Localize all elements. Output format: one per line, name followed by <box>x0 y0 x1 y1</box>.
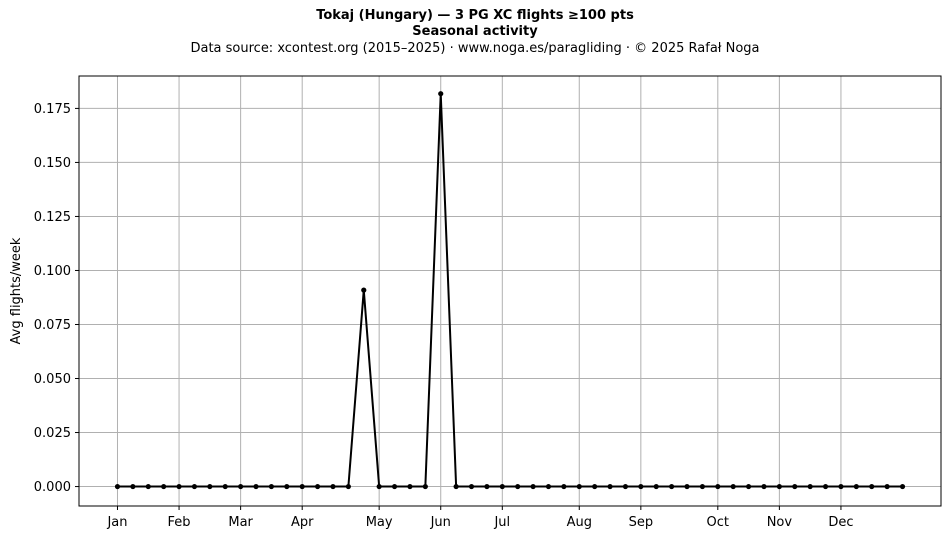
grid-lines <box>79 76 941 506</box>
data-point <box>653 483 659 490</box>
y-tick-label: 0.125 <box>34 210 71 225</box>
data-point <box>284 483 290 490</box>
data-point <box>345 483 351 490</box>
y-tick-label: 0.050 <box>34 372 71 387</box>
series-line <box>117 92 903 488</box>
plot-frame <box>78 75 942 507</box>
data-point <box>330 483 336 490</box>
data-point <box>745 483 752 490</box>
data-point <box>515 483 521 490</box>
y-tick-label: 0.075 <box>34 318 71 333</box>
data-point <box>161 483 167 490</box>
data-point <box>776 483 782 490</box>
x-tick-label: Jan <box>106 515 127 530</box>
data-point <box>407 483 413 490</box>
y-tick-label: 0.025 <box>34 426 71 441</box>
data-point <box>499 483 505 490</box>
data-point <box>130 483 136 490</box>
data-point <box>391 483 398 490</box>
data-point <box>268 483 275 490</box>
y-tick-label: 0.100 <box>34 264 71 279</box>
data-point <box>253 483 259 490</box>
data-point <box>438 91 444 97</box>
data-point <box>468 483 475 490</box>
data-point <box>191 483 198 490</box>
data-point <box>699 483 706 490</box>
data-point <box>761 483 767 490</box>
data-point <box>207 483 213 490</box>
data-point <box>545 483 552 490</box>
data-point <box>314 483 321 490</box>
data-point <box>453 483 459 490</box>
data-point <box>530 483 536 490</box>
data-point <box>869 483 875 490</box>
chart-title-block: Tokaj (Hungary) — 3 PG XC flights ≥100 p… <box>0 8 950 58</box>
x-tick-label: Mar <box>228 515 253 530</box>
data-point <box>145 483 151 490</box>
data-point <box>114 483 121 490</box>
data-point <box>361 287 367 293</box>
chart-subtitle: Seasonal activity <box>412 24 538 39</box>
data-point <box>576 483 582 490</box>
data-point <box>561 483 567 490</box>
data-point <box>807 483 813 490</box>
data-point <box>684 483 690 490</box>
x-tick-label: Aug <box>567 515 592 530</box>
data-point <box>176 483 182 490</box>
y-tick-label: 0.150 <box>34 156 71 171</box>
data-point <box>376 483 382 490</box>
data-point <box>622 483 629 490</box>
data-point <box>792 483 798 490</box>
x-tick-label: Sep <box>629 515 654 530</box>
y-axis-label: Avg flights/week <box>9 237 24 344</box>
data-point <box>299 483 305 490</box>
data-point <box>899 483 906 490</box>
y-axis: 0.000 0.025 0.050 0.075 0.100 0.125 0.150 0.175 <box>34 102 79 495</box>
series-layer <box>114 91 906 490</box>
chart-title: Tokaj (Hungary) — 3 PG XC flights ≥100 p… <box>316 8 634 23</box>
x-tick-label: Apr <box>291 515 314 530</box>
data-point <box>607 483 613 490</box>
data-point <box>853 483 859 490</box>
data-point <box>822 483 829 490</box>
data-point <box>422 483 428 490</box>
x-tick-label: Feb <box>168 515 191 530</box>
data-point <box>838 483 844 490</box>
chart-source-line: Data source: xcontest.org (2015–2025) · … <box>190 41 760 56</box>
data-point <box>884 483 890 490</box>
x-tick-label: Oct <box>707 515 729 530</box>
data-point <box>715 483 721 490</box>
data-point <box>484 483 490 490</box>
x-tick-label: Jul <box>493 515 510 530</box>
x-tick-label: Dec <box>828 515 853 530</box>
data-point <box>730 483 736 490</box>
data-point <box>222 483 228 490</box>
data-point <box>238 483 244 490</box>
x-tick-label: Jun <box>430 515 451 530</box>
data-point <box>638 483 644 490</box>
data-point <box>669 483 675 490</box>
x-tick-label: Nov <box>767 515 793 530</box>
y-tick-label: 0.175 <box>34 102 71 117</box>
x-axis: Jan Feb Mar Apr May Jun Jul Aug Sep Oct Nov Dec <box>106 506 854 530</box>
data-point <box>592 483 598 490</box>
x-tick-label: May <box>366 515 393 530</box>
y-tick-label: 0.000 <box>34 480 71 495</box>
